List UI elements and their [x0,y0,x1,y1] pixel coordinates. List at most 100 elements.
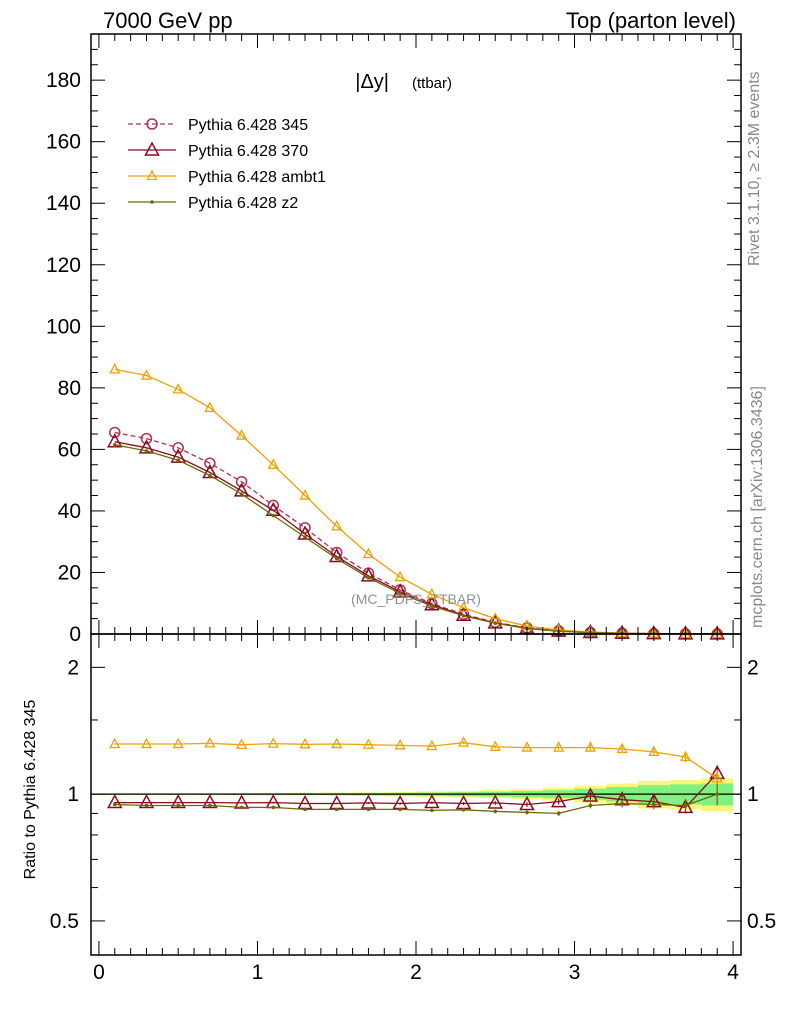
data-point [109,362,121,374]
data-point [430,604,434,608]
ratio-point [620,801,624,806]
x-tick-label: 2 [410,961,422,984]
ratio-point [299,737,311,749]
ratio-point [487,794,504,809]
ratio-point [584,741,596,752]
data-point [204,401,216,412]
ratio-point [140,737,153,749]
ratio-point [138,793,155,809]
ratio-point [679,750,692,762]
data-point [366,575,371,580]
ratio-point [170,793,186,809]
data-point [299,522,311,534]
ratio-point [652,802,656,807]
ratio-point [208,803,212,808]
ratio-point [328,794,345,810]
ratio-point [172,737,184,749]
ratio-line-1 [114,742,718,779]
data-point [426,587,438,599]
ratio-point [648,745,660,757]
data-point [208,473,212,478]
ratio-point [202,793,218,809]
ratio-point [588,803,593,808]
ratio-point [553,741,565,752]
ratio-line-2 [114,793,718,815]
ratio-point [426,739,438,751]
data-point [493,621,498,626]
header-left: 7000 GeV pp [103,8,233,33]
ratio-line-0 [114,772,718,809]
ratio-y-tick-label-right: 2 [747,656,759,679]
data-point [140,369,153,380]
ratio-point [461,807,466,812]
data-point [360,567,377,582]
data-point [112,442,117,447]
data-point [236,429,248,440]
ratio-point [677,798,694,814]
legend-label: Pythia 6.428 370 [188,143,308,160]
data-point [202,463,218,479]
data-point [144,449,149,453]
ratio-point [239,805,244,810]
legend-marker [146,118,158,130]
ratio-point [297,794,313,810]
data-point [362,547,375,559]
data-point [176,458,180,462]
ratio-point [556,811,561,816]
data-point [394,570,406,582]
legend-marker [144,141,160,156]
ratio-y-tick-label: 1 [67,783,79,806]
data-point [204,457,216,469]
data-point [239,492,244,496]
series-line-3 [114,444,718,635]
data-point [392,583,408,598]
ratio-point [711,771,723,783]
data-point [235,475,248,488]
data-point [233,482,250,497]
y-tick-label: 20 [58,561,81,584]
legend-marker [146,169,158,181]
legend-label: Pythia 6.428 z2 [188,195,298,212]
ratio-point [204,736,216,748]
ratio-point [271,805,276,810]
ratio-y-tick-label-right: 0.5 [747,910,776,933]
ratio-point [394,739,406,750]
ratio-point [112,802,117,807]
ratio-point [489,740,501,751]
data-point [303,535,307,539]
data-point [271,513,276,518]
x-tick-label: 1 [252,961,264,984]
ratio-point [430,808,434,813]
data-point [107,433,123,448]
ratio-point [457,736,470,747]
plot-subtitle: (ttbar) [412,75,452,92]
data-point [328,547,345,563]
data-point [297,525,313,540]
plot-title: |Δy| [355,71,389,93]
data-point [138,439,155,454]
header-right: Top (parton level) [566,8,736,33]
legend-label: Pythia 6.428 345 [188,117,308,134]
ratio-point [107,793,123,809]
y-tick-label: 80 [58,377,81,400]
ratio-point [424,793,440,809]
y-tick-label: 60 [58,438,81,461]
data-point [172,382,184,394]
data-point [461,614,466,618]
ratio-point [582,787,599,802]
ratio-point [362,738,375,749]
ratio-point [360,794,377,809]
ratio-point [366,807,371,812]
x-tick-label: 4 [727,961,739,984]
ratio-point [334,807,339,812]
ratio-point [303,807,307,812]
data-point [140,432,153,445]
ratio-y-tick-label-right: 1 [747,783,759,806]
ratio-point [525,810,529,815]
ratio-point [331,737,343,749]
watermark: (MC_PDFS_TTBAR) [351,591,481,607]
x-tick-label: 3 [569,961,581,984]
legend-label: Pythia 6.428 ambt1 [188,169,326,186]
data-point [299,489,311,500]
